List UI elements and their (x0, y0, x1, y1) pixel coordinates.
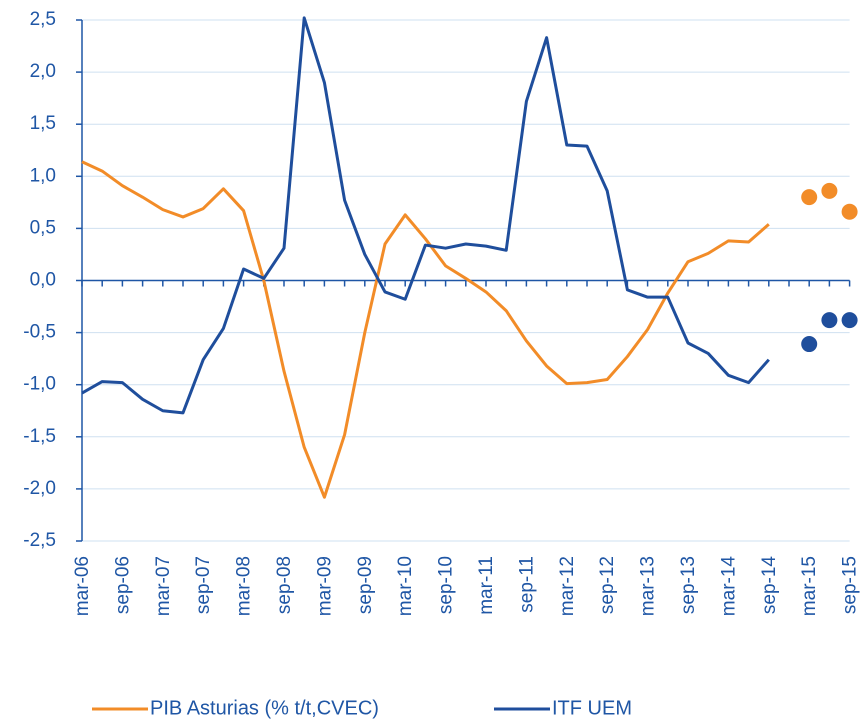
x-tick-label: mar-14 (718, 556, 739, 617)
y-tick-label: -1,5 (23, 426, 56, 447)
x-tick-label: mar-12 (557, 556, 578, 616)
x-tick-label: mar-10 (395, 556, 416, 616)
y-tick-label: 1,0 (30, 165, 56, 186)
x-tick-label: sep-14 (759, 556, 780, 615)
x-tick-label: sep-13 (678, 556, 699, 614)
y-tick-label: -1,0 (23, 374, 56, 395)
line-series (81, 160, 770, 499)
forecast-point (841, 203, 858, 220)
x-tick-label: sep-07 (193, 556, 214, 614)
x-tick-label: mar-11 (476, 556, 497, 615)
x-tick-label: mar-08 (234, 556, 255, 616)
x-tick-label: sep-09 (355, 556, 376, 614)
x-tick-label: sep-08 (274, 556, 295, 614)
x-tick-label: mar-13 (638, 556, 659, 616)
forecast-point (821, 312, 838, 329)
forecast-point (841, 312, 858, 329)
x-tick-label: mar-09 (314, 556, 335, 616)
x-tick-label: sep-10 (436, 556, 457, 614)
forecast-point (801, 336, 818, 353)
line-series (81, 16, 770, 415)
x-tick-label: mar-07 (153, 556, 174, 616)
x-tick-label: sep-06 (112, 556, 133, 614)
y-tick-label: 2,5 (30, 9, 56, 30)
forecast-point (821, 182, 838, 199)
x-tick-label: sep-12 (597, 556, 618, 614)
legend-label: ITF UEM (552, 697, 632, 719)
legend-label: PIB Asturias (% t/t,CVEC) (150, 697, 379, 719)
forecast-point (801, 189, 818, 206)
y-tick-label: -0,5 (23, 322, 56, 343)
y-tick-label: 0,5 (30, 217, 56, 238)
y-tick-label: -2,5 (23, 530, 56, 551)
y-tick-label: 2,0 (30, 61, 56, 82)
y-tick-label: 0,0 (30, 270, 56, 291)
legend: PIB Asturias (% t/t,CVEC) ITF UEM (92, 697, 632, 719)
x-tick-label: mar-15 (799, 556, 820, 616)
y-tick-label: -2,0 (23, 478, 56, 499)
x-tick-label: sep-15 (840, 556, 861, 614)
y-tick-label: 1,5 (30, 113, 56, 134)
x-tick-label: sep-11 (516, 556, 537, 613)
x-tick-label: mar-06 (72, 556, 93, 616)
